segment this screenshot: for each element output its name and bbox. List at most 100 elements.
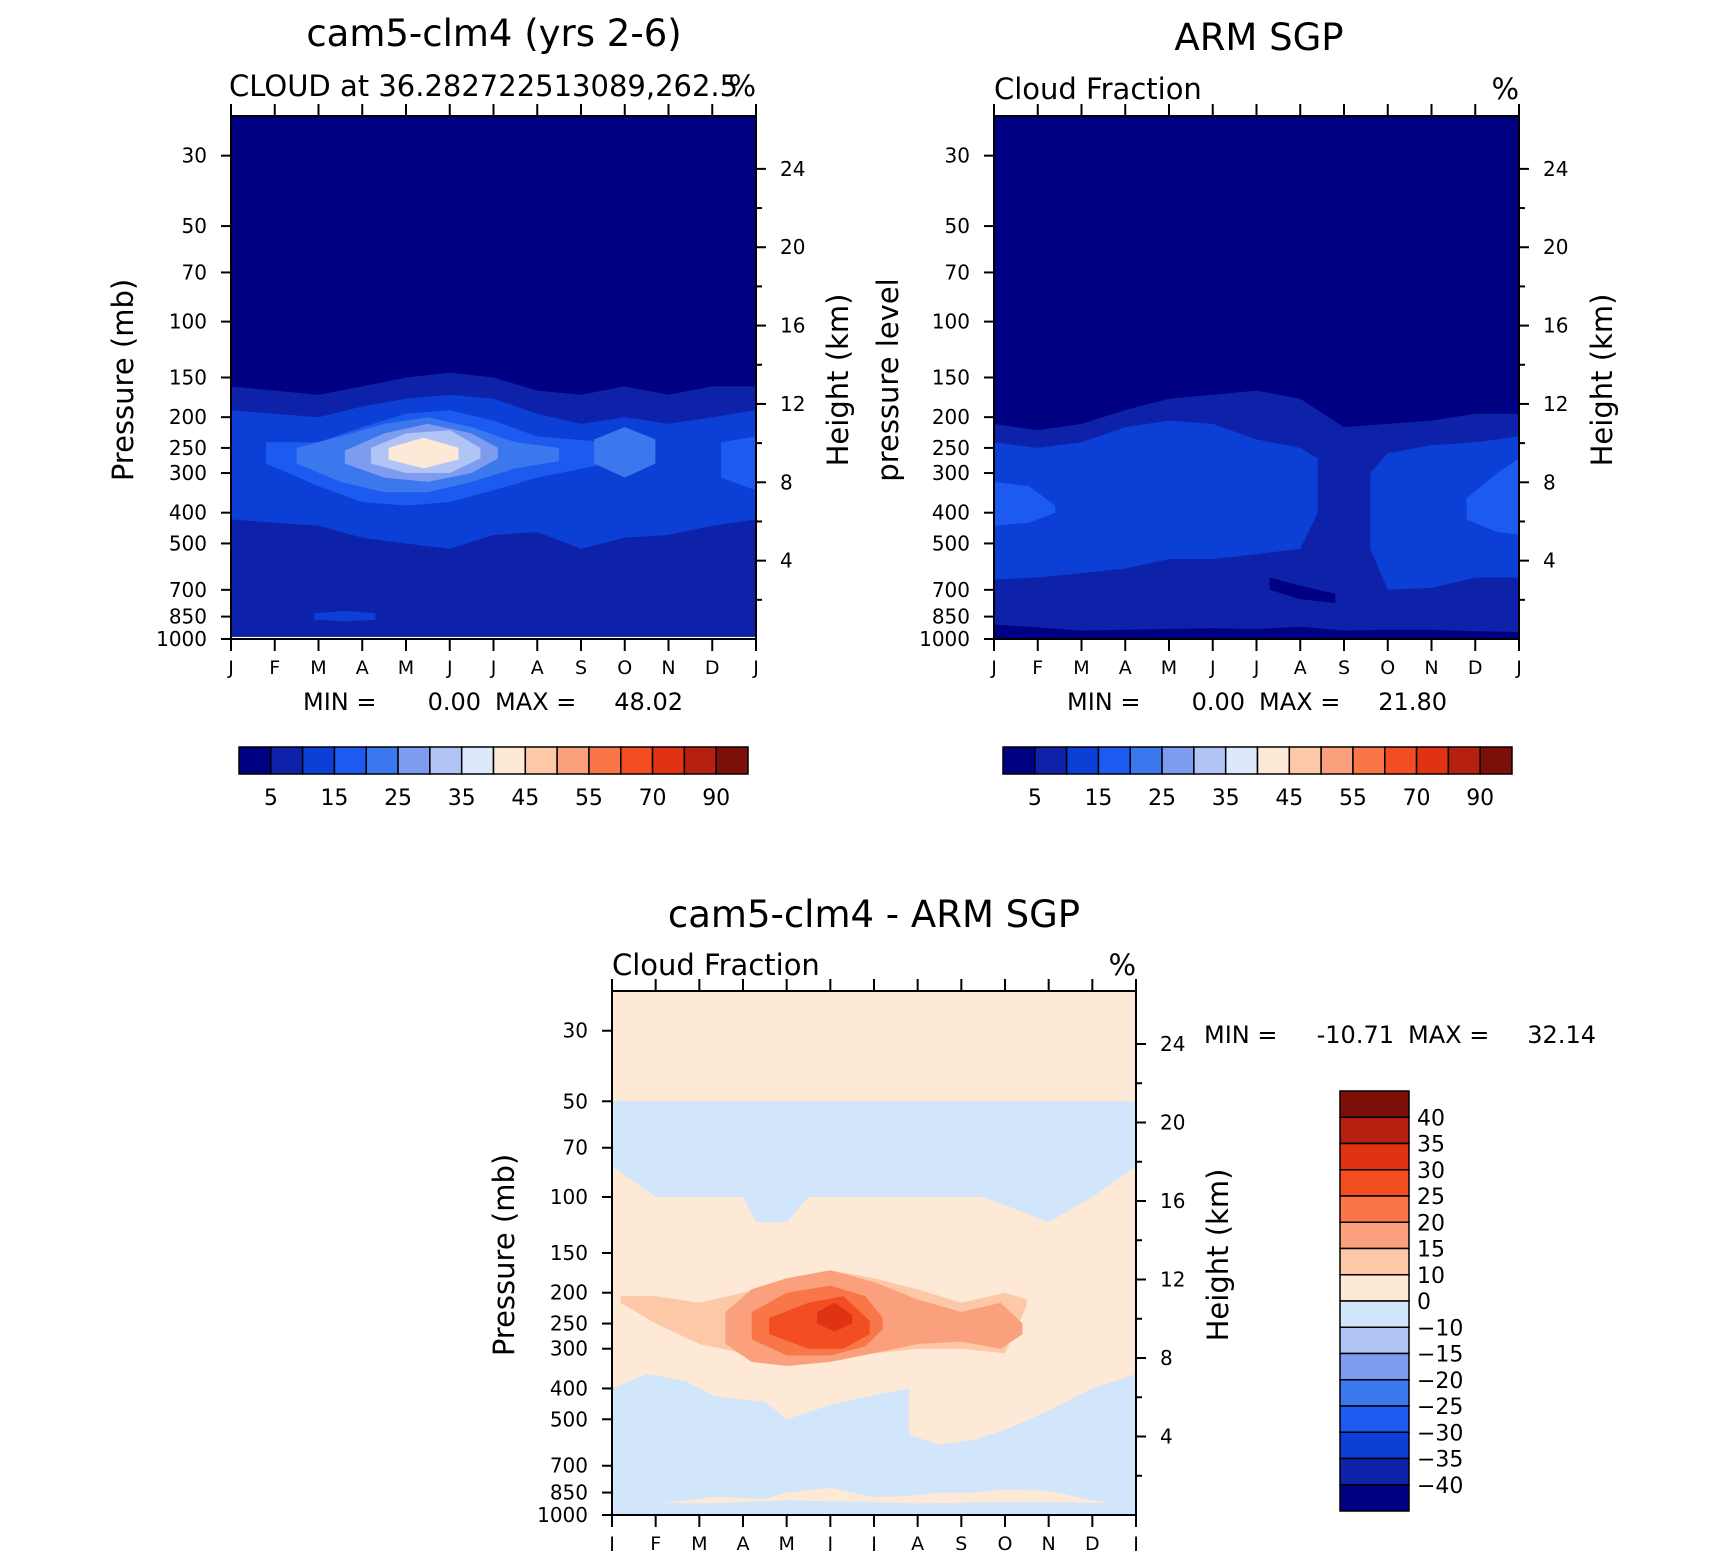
panel-subtitle-left: Cloud Fraction (994, 72, 1202, 106)
y-tick-label: 200 (550, 1281, 588, 1305)
y-axis-label-right: Height (km) (1585, 294, 1619, 467)
max-value: 48.02 (614, 688, 683, 716)
y-tick-label: 150 (550, 1241, 588, 1265)
height-tick-label: 12 (1160, 1267, 1185, 1291)
height-tick-label: 8 (1543, 470, 1556, 494)
y-tick-label: 250 (932, 436, 970, 460)
colorbar-swatch (460, 746, 495, 775)
max-label: MAX = (1408, 1021, 1489, 1049)
colorbar-label: 70 (639, 786, 667, 811)
height-tick-label: 8 (1160, 1346, 1173, 1370)
colorbar-label: 5 (1028, 786, 1042, 811)
x-tick-label: F (650, 1533, 661, 1551)
colorbar-label: 55 (1339, 786, 1367, 811)
y-tick-label: 70 (182, 260, 207, 284)
y-tick-label: 300 (169, 461, 207, 485)
colorbar-swatch (301, 746, 336, 775)
height-tick-label: 24 (1543, 157, 1568, 181)
colorbar-label: 20 (1417, 1211, 1445, 1236)
contour-band-3 (908, 1373, 1136, 1505)
max-value: 21.80 (1378, 688, 1447, 716)
colorbar-label: −25 (1417, 1395, 1463, 1420)
y-tick-label: 50 (563, 1089, 588, 1113)
contour-field (612, 991, 1136, 1515)
min-label: MIN = (303, 688, 376, 716)
colorbar-label: 40 (1417, 1106, 1445, 1131)
contour-band-5 (1269, 577, 1336, 603)
colorbar-swatch (620, 746, 654, 775)
right-axis-ticks: 24 20 16 12 8 4 (756, 157, 805, 601)
colorbar-label: 5 (264, 786, 278, 811)
height-tick-label: 24 (1160, 1032, 1185, 1056)
contour-band-8 (388, 437, 459, 469)
y-tick-label: 500 (550, 1407, 588, 1431)
x-tick-label: J (446, 657, 453, 679)
colorbar-label: −40 (1417, 1474, 1463, 1499)
colorbar-label: 90 (702, 786, 730, 811)
contour-band-1 (994, 420, 1318, 580)
y-tick-label: 400 (169, 501, 207, 525)
x-tick-label: N (1042, 1533, 1056, 1551)
colorbar-swatch (1339, 1326, 1410, 1355)
y-tick-label: 100 (169, 310, 207, 334)
colorbar-swatch (1320, 746, 1354, 775)
colorbar-swatch (1002, 746, 1036, 775)
colorbar-label: 35 (1417, 1133, 1445, 1158)
colorbar-label: 15 (1417, 1238, 1445, 1263)
x-tick-label: S (955, 1533, 967, 1551)
y-tick-label: 850 (550, 1481, 588, 1505)
y-tick-label: 700 (169, 578, 207, 602)
x-tick-label: D (1468, 657, 1483, 679)
y-tick-label: 500 (169, 531, 207, 555)
colorbar-swatch (1339, 1090, 1410, 1118)
y-tick-label: 850 (932, 605, 970, 629)
colorbar-swatch (365, 746, 399, 775)
colorbar-label: 10 (1417, 1264, 1445, 1289)
colorbar-label: 70 (1403, 786, 1431, 811)
y-tick-label: 100 (932, 310, 970, 334)
y-axis-label: pressure level (871, 278, 905, 481)
y-tick-label: 50 (182, 214, 207, 238)
x-tick-label: J (1209, 657, 1216, 679)
contour-band-2 (612, 1373, 909, 1515)
colorbar-label: 15 (320, 786, 348, 811)
y-tick-label: 1000 (537, 1503, 588, 1527)
y-tick-label: 70 (945, 260, 970, 284)
contour-band-6 (994, 624, 1519, 639)
x-tick-label: J (1132, 1533, 1139, 1551)
contour-band-9 (314, 610, 376, 622)
x-tick-label: O (617, 657, 632, 679)
x-tick-label: S (1338, 657, 1350, 679)
contour-band-3 (994, 481, 1056, 526)
missing-data-strip (231, 636, 756, 639)
y-tick-label: 850 (169, 605, 207, 629)
colorbar-label: 55 (575, 786, 603, 811)
colorbar-swatch (1339, 1169, 1410, 1197)
x-tick-label: A (737, 1533, 750, 1551)
colorbar-swatch (1256, 746, 1291, 775)
colorbar-swatch (1415, 746, 1450, 775)
height-tick-label: 4 (780, 549, 793, 573)
colorbar-swatch (1339, 1195, 1410, 1223)
min-value: 0.00 (428, 688, 481, 716)
panel-subtitle-right: % (728, 69, 756, 103)
y-tick-label: 250 (169, 436, 207, 460)
height-tick-label: 12 (1543, 392, 1568, 416)
colorbar-label: 35 (448, 786, 476, 811)
colorbar-label: −20 (1417, 1369, 1463, 1394)
colorbar-label: 30 (1417, 1159, 1445, 1184)
min-label: MIN = (1204, 1021, 1277, 1049)
contour-field (994, 116, 1519, 639)
contour-band-4 (612, 1500, 1136, 1515)
colorbar: 5 15 25 35 45 55 70 90 (238, 746, 749, 811)
y-axis-label: Pressure (mb) (106, 279, 140, 481)
colorbar-swatch (1339, 1274, 1410, 1302)
x-tick-label: S (575, 657, 587, 679)
colorbar-swatch (715, 746, 749, 775)
height-tick-label: 20 (1160, 1110, 1185, 1134)
colorbar-swatch (1339, 1116, 1410, 1145)
min-label: MIN = (1067, 688, 1140, 716)
